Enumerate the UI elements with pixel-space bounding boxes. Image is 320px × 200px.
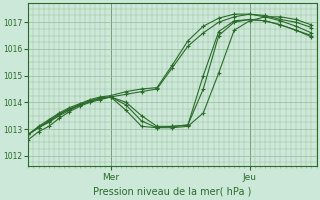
X-axis label: Pression niveau de la mer( hPa ): Pression niveau de la mer( hPa ) [93, 187, 252, 197]
